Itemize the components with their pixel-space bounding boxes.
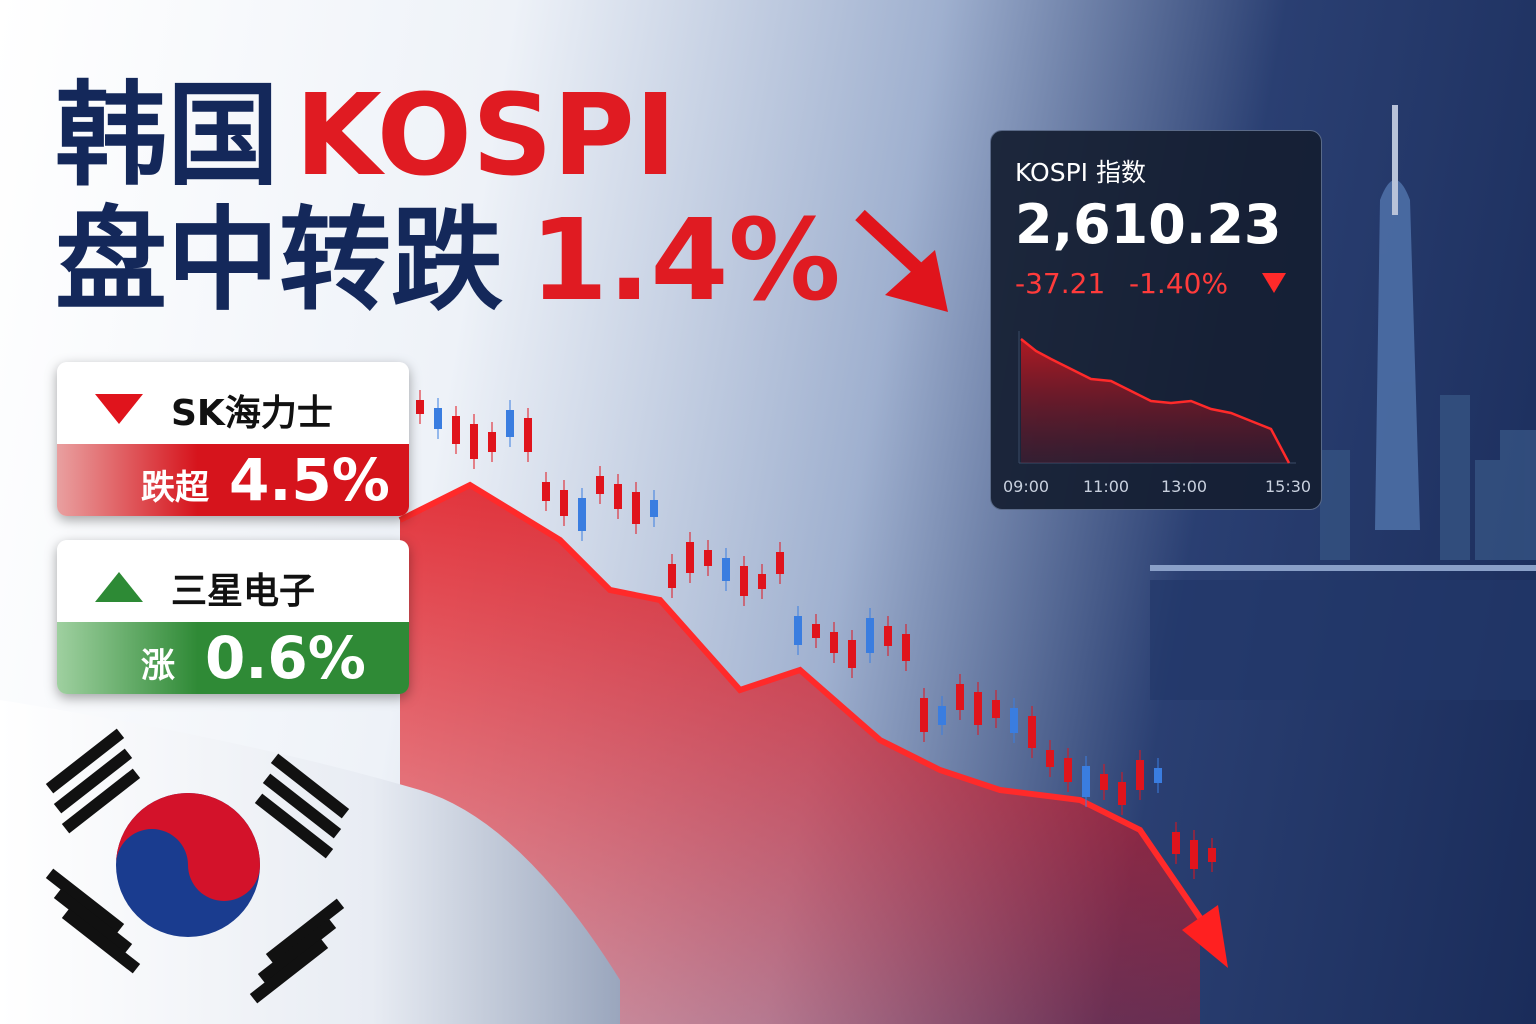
- candle-body: [1154, 768, 1162, 783]
- candle-body: [632, 492, 640, 524]
- mini-chart: [1018, 331, 1296, 464]
- change-label: 跌超: [141, 468, 209, 508]
- candle-body: [668, 564, 676, 588]
- candle-body: [488, 432, 496, 452]
- candle-body: [542, 482, 550, 501]
- candle-body: [938, 706, 946, 725]
- candle-body: [920, 698, 928, 732]
- candle-body: [578, 498, 586, 531]
- candle-body: [416, 400, 424, 414]
- candle-body: [1136, 760, 1144, 790]
- down-icon: [95, 394, 143, 424]
- index-panel: KOSPI 指数 2,610.23 -37.21 -1.40% 09:00 11…: [990, 130, 1322, 510]
- candle-body: [1046, 750, 1054, 767]
- candle-body: [812, 624, 820, 638]
- time-label: 09:00: [1003, 477, 1050, 496]
- candle-body: [1064, 758, 1072, 782]
- candle-body: [992, 700, 1000, 718]
- candle-body: [686, 542, 694, 573]
- headline: 盘中转跌: [55, 196, 503, 326]
- candle-body: [776, 552, 784, 574]
- index-value: 2,610.23: [1015, 193, 1282, 256]
- candle-body: [740, 566, 748, 596]
- index-change: -37.21: [1015, 267, 1106, 300]
- candle-body: [506, 410, 514, 437]
- candle-body: [1172, 832, 1180, 854]
- change-label: 涨: [141, 646, 175, 686]
- candle-body: [830, 632, 838, 653]
- candle-body: [524, 418, 532, 452]
- candle-body: [758, 574, 766, 589]
- candle-body: [560, 490, 568, 516]
- headline: KOSPI: [295, 71, 677, 201]
- candle-body: [452, 416, 460, 444]
- candle-body: [1208, 848, 1216, 862]
- headline: 韩国: [55, 71, 279, 201]
- candle-body: [704, 550, 712, 566]
- change-value: 0.6%: [205, 624, 366, 692]
- panel-title: KOSPI 指数: [1015, 158, 1146, 187]
- change-value: 4.5%: [229, 446, 390, 514]
- candle-body: [1010, 708, 1018, 733]
- candle-body: [794, 616, 802, 645]
- stock-card: 三星电子 涨 0.6%: [57, 540, 409, 694]
- stock-name: SK海力士: [171, 393, 333, 434]
- candle-body: [1118, 782, 1126, 805]
- candle-body: [848, 640, 856, 668]
- candle-body: [614, 484, 622, 509]
- candle-body: [1190, 840, 1198, 869]
- candle-body: [1100, 774, 1108, 790]
- up-icon: [95, 572, 143, 602]
- time-label: 15:30: [1265, 477, 1312, 496]
- time-label: 11:00: [1083, 477, 1130, 496]
- stock-card: SK海力士 跌超 4.5%: [57, 362, 409, 516]
- candle-body: [1082, 766, 1090, 797]
- candle-body: [434, 408, 442, 429]
- headline: 1.4%: [530, 196, 841, 326]
- stock-name: 三星电子: [171, 571, 316, 612]
- candle-body: [884, 626, 892, 646]
- candle-body: [1028, 716, 1036, 748]
- candle-body: [956, 684, 964, 710]
- index-change-pct: -1.40%: [1129, 267, 1229, 300]
- down-icon: [1262, 273, 1286, 293]
- candle-body: [722, 558, 730, 581]
- candle-body: [866, 618, 874, 653]
- candle-body: [596, 476, 604, 494]
- candle-body: [470, 424, 478, 459]
- candle-body: [650, 500, 658, 517]
- candle-body: [902, 634, 910, 661]
- time-label: 13:00: [1161, 477, 1208, 496]
- candle-body: [974, 692, 982, 725]
